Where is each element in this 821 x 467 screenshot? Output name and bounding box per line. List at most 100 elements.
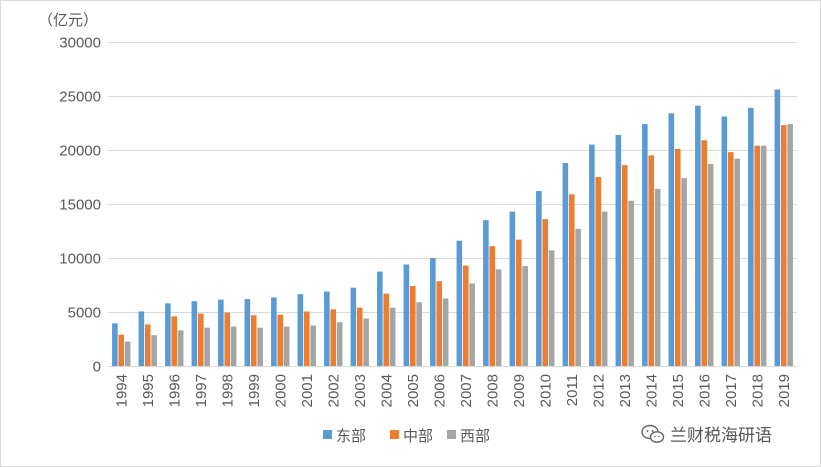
bar-西部-2014 (654, 188, 661, 366)
bar-东部-2013 (615, 134, 622, 366)
bar-西部-2007 (469, 283, 475, 366)
bar-中部-2004 (383, 293, 390, 366)
bar-中部-2014 (648, 155, 655, 366)
bar-中部-1996 (171, 316, 178, 366)
x-tick-label: 2005 (405, 374, 422, 407)
x-tick-label: 2006 (431, 374, 448, 407)
x-tick-label: 2019 (776, 374, 793, 407)
watermark: 兰财税海研语 (641, 424, 772, 446)
legend-label: 中部 (403, 427, 433, 445)
x-tick-label: 2014 (643, 374, 660, 407)
bar-东部-2019 (774, 89, 781, 367)
bar-中部-2016 (701, 140, 708, 366)
bar-西部-2011 (575, 228, 581, 366)
bar-西部-2000 (283, 326, 290, 366)
bar-中部-2017 (727, 152, 734, 366)
bar-东部-2008 (483, 220, 489, 366)
bar-西部-2002 (336, 322, 343, 366)
x-axis-ticks: 1994 1995 1996 1997 1998 1999 2000 2001 2002 2003… (113, 374, 793, 407)
bar-中部-2002 (330, 309, 337, 366)
bar-东部-2005 (403, 264, 410, 366)
bar-西部-2008 (495, 269, 502, 366)
y-tick-label: 20000 (59, 143, 101, 160)
bar-中部-2012 (595, 177, 602, 366)
x-tick-label: 2003 (352, 374, 369, 407)
bar-东部-2016 (695, 105, 701, 366)
bar-中部-2015 (674, 148, 681, 366)
x-tick-label: 2013 (617, 374, 634, 407)
bar-西部-2010 (548, 250, 555, 366)
y-tick-label: 10000 (59, 251, 101, 268)
bar-中部-2011 (568, 194, 575, 366)
bar-东部-1998 (218, 299, 224, 366)
bar-东部-2012 (589, 144, 595, 366)
bar-西部-2013 (628, 200, 634, 366)
bar-中部-2001 (303, 311, 310, 366)
bar-西部-2016 (707, 164, 714, 366)
bar-东部-2009 (509, 211, 516, 366)
bar-东部-2004 (377, 271, 383, 366)
bar-中部-2009 (515, 239, 522, 366)
y-axis-label: （亿元） (38, 11, 98, 29)
bar-东部-1997 (191, 301, 198, 366)
legend-swatch (390, 430, 399, 439)
bar-东部-2015 (668, 113, 675, 366)
bar-东部-2011 (562, 162, 569, 366)
bar-中部-2006 (436, 281, 443, 366)
bar-西部-2019 (787, 124, 793, 366)
bar-西部-1994 (124, 341, 131, 366)
bar-东部-2010 (536, 191, 542, 366)
x-tick-label: 2010 (537, 374, 554, 407)
bar-西部-2004 (389, 307, 396, 366)
x-tick-label: 2018 (749, 374, 766, 407)
bar-西部-1995 (151, 335, 157, 366)
bar-东部-1995 (138, 311, 145, 366)
bar-东部-2001 (297, 294, 304, 366)
bar-中部-2013 (621, 165, 628, 366)
bar-中部-2000 (277, 314, 284, 366)
x-tick-label: 2000 (272, 374, 289, 407)
bar-西部-2001 (310, 325, 316, 366)
bar-东部-2002 (324, 291, 330, 366)
x-tick-label: 1994 (113, 374, 130, 407)
legend-swatch (323, 430, 332, 439)
y-tick-label: 25000 (59, 89, 101, 106)
bar-西部-1998 (230, 326, 237, 366)
bar-西部-1999 (257, 327, 263, 366)
x-tick-label: 1996 (166, 374, 183, 407)
bar-中部-2010 (542, 219, 549, 366)
x-tick-label: 2002 (325, 374, 342, 407)
wechat-icon (641, 424, 665, 443)
bar-西部-2005 (416, 302, 422, 366)
bar-中部-2019 (780, 125, 787, 366)
bar-西部-1996 (177, 330, 184, 366)
x-tick-label: 1997 (193, 374, 210, 407)
bar-东部-2017 (721, 116, 728, 367)
x-tick-label: 2007 (458, 374, 475, 407)
bar-中部-1998 (224, 312, 231, 366)
bars (112, 89, 793, 367)
x-tick-label: 2001 (299, 374, 316, 407)
y-tick-label: 15000 (59, 197, 101, 214)
x-tick-label: 2008 (484, 374, 501, 407)
bar-中部-1994 (118, 334, 125, 366)
y-tick-label: 0 (93, 359, 101, 376)
bar-中部-2003 (356, 307, 363, 366)
bar-东部-2018 (748, 107, 754, 366)
x-tick-label: 2017 (723, 374, 740, 407)
bar-西部-2003 (363, 318, 369, 366)
x-tick-label: 2015 (670, 374, 687, 407)
bar-中部-1999 (250, 315, 257, 366)
bar-西部-2018 (760, 145, 767, 366)
bar-中部-1997 (197, 313, 204, 366)
x-tick-label: 2016 (696, 374, 713, 407)
legend-swatch (447, 430, 456, 439)
bar-西部-2015 (681, 178, 687, 366)
x-tick-label: 1995 (140, 374, 157, 407)
watermark-text: 兰财税海研语 (670, 426, 772, 446)
bar-西部-2017 (734, 158, 740, 366)
bar-东部-2014 (642, 124, 648, 366)
bar-西部-2012 (601, 211, 608, 366)
bar-东部-1999 (244, 299, 251, 366)
